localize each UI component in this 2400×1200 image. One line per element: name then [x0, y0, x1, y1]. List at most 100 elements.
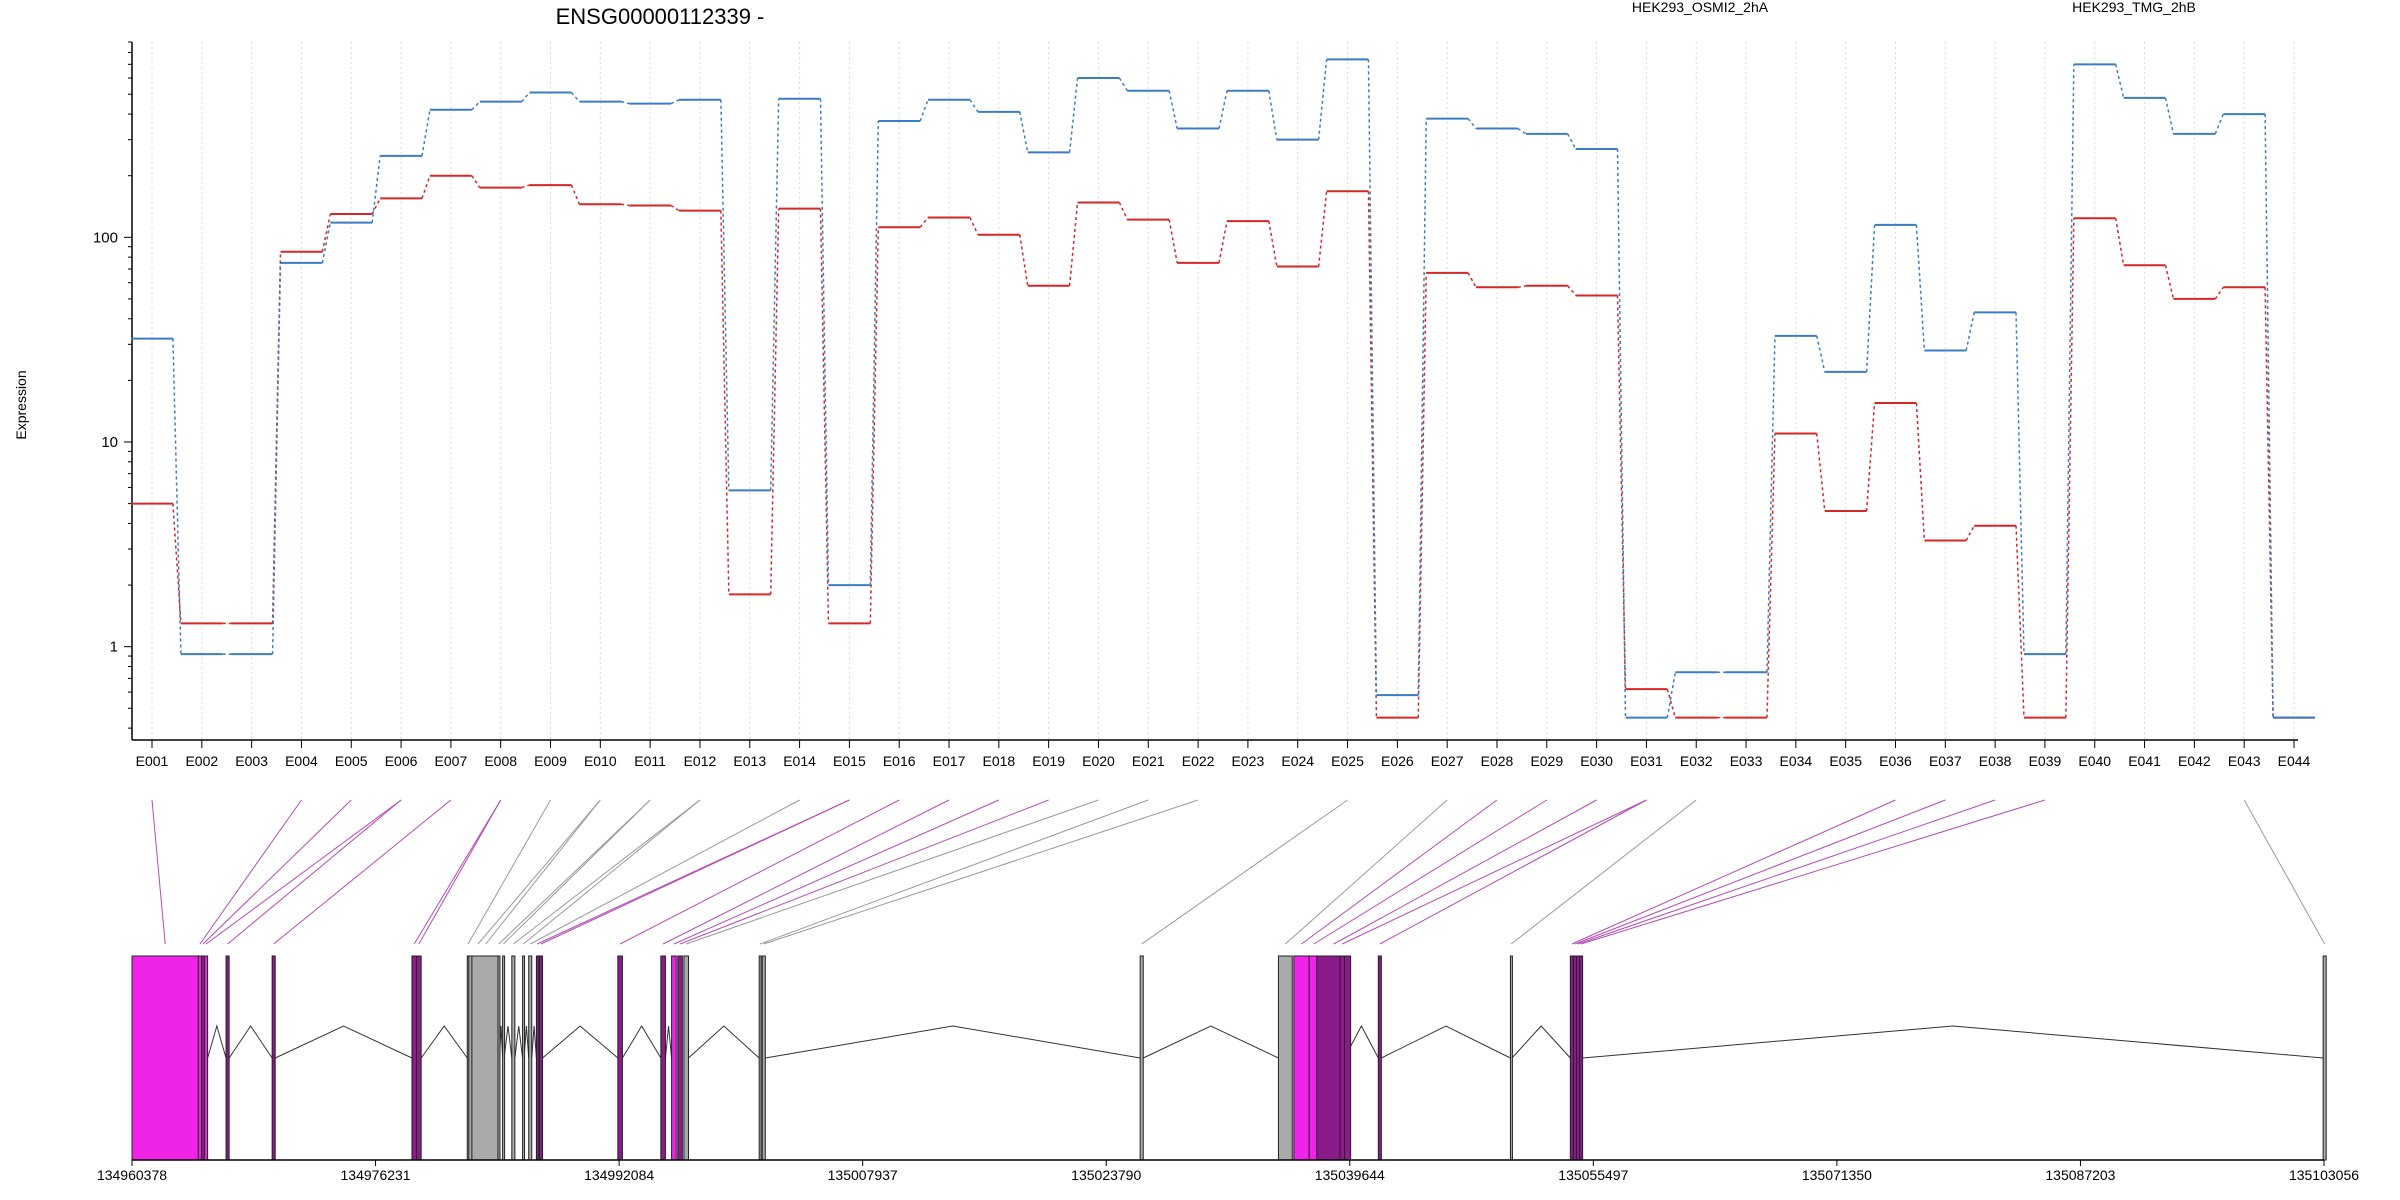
series-connector	[371, 198, 381, 215]
x-tick-label: E043	[2228, 753, 2261, 769]
series-connector	[1218, 220, 1228, 264]
series-connector	[471, 101, 481, 111]
x-tick-label: E032	[1680, 753, 1713, 769]
connector-line	[2243, 799, 2326, 945]
connector-line	[151, 799, 166, 945]
exon-block	[1579, 955, 1584, 1161]
series-connector	[1965, 525, 1975, 541]
x-tick-label: E014	[783, 753, 816, 769]
series-connector	[321, 213, 332, 252]
series-connector	[1865, 224, 1876, 372]
connector-line	[205, 799, 402, 945]
coord-tick-label: 134992084	[584, 1167, 654, 1183]
series-connector	[1766, 433, 1776, 718]
x-tick-label: E042	[2178, 753, 2211, 769]
series-connector	[1467, 272, 1477, 288]
connector-line	[503, 799, 651, 945]
series-connector	[1218, 90, 1228, 129]
connector-line	[1285, 799, 1448, 945]
series-connector	[1019, 234, 1029, 286]
x-tick-label: E009	[534, 753, 567, 769]
y-tick-label: 1	[110, 639, 118, 656]
series-connector	[969, 99, 979, 113]
series-connector	[919, 217, 929, 228]
legend-entry-series-2: HEK293_TMG_2hB	[2072, 0, 2196, 15]
series-connector	[670, 99, 680, 105]
exon-block	[683, 955, 689, 1161]
x-tick-label: E026	[1381, 753, 1414, 769]
intron-line	[514, 1025, 524, 1059]
intron-line	[228, 1025, 273, 1059]
series-connector	[919, 99, 929, 122]
exon-block	[617, 955, 623, 1161]
exon-block	[758, 955, 762, 1161]
connector-line	[1510, 799, 1697, 945]
series-connector	[1019, 111, 1029, 153]
exon-block	[271, 955, 276, 1161]
connector-line	[673, 799, 1000, 945]
exon-grid-lines	[151, 42, 2295, 740]
series-connector	[720, 210, 730, 595]
series-connector	[1816, 335, 1826, 373]
series-connector	[2065, 218, 2075, 718]
x-tick-label: E024	[1281, 753, 1314, 769]
series-connector	[521, 184, 530, 189]
series-connector	[1567, 133, 1577, 150]
x-tick-label: E021	[1132, 753, 1165, 769]
x-tick-label: E023	[1232, 753, 1265, 769]
series-connector	[1068, 77, 1079, 153]
intron-line	[207, 1024, 227, 1059]
series-connector	[1666, 688, 1677, 718]
connector-line	[485, 799, 601, 945]
series-connector	[1517, 285, 1527, 289]
x-tick-label: E013	[733, 753, 766, 769]
x-tick-label: E033	[1730, 753, 1763, 769]
x-tick-label: E031	[1630, 753, 1663, 769]
connector-line	[1571, 799, 1896, 945]
exon-block	[1139, 955, 1144, 1161]
x-tick-label: E029	[1530, 753, 1563, 769]
exon-block	[416, 955, 422, 1161]
series-connector	[321, 222, 332, 264]
series-lines	[131, 58, 2315, 719]
intron-line	[621, 1025, 662, 1059]
exon-block	[131, 955, 199, 1161]
connector-line	[763, 799, 1199, 945]
series-connector	[1467, 118, 1477, 130]
series-connector	[869, 121, 880, 586]
coord-tick-label: 135087203	[2045, 1167, 2115, 1183]
connector-line	[413, 799, 502, 945]
series-connector	[2065, 64, 2075, 655]
series-connector	[570, 184, 581, 205]
connector-line	[273, 799, 452, 945]
series-connector	[1766, 335, 1776, 673]
x-tick-label: E002	[185, 753, 218, 769]
exon-block	[497, 955, 501, 1161]
series-connector	[2114, 64, 2125, 99]
series-connector	[869, 227, 880, 624]
series-connector	[1168, 90, 1178, 129]
intron-line	[503, 1025, 513, 1059]
series-connector	[1367, 191, 1378, 718]
exon-block	[761, 955, 766, 1161]
series-connector	[1168, 219, 1178, 264]
series-group	[131, 58, 2315, 719]
series-connector	[2015, 525, 2025, 718]
exon-block	[2322, 955, 2327, 1161]
x-tick-label: E035	[1829, 753, 1862, 769]
intron-line	[1511, 1025, 1571, 1059]
series-connector	[621, 203, 630, 207]
x-tick-label: E019	[1032, 753, 1065, 769]
connector-line	[498, 799, 651, 945]
connector-line	[227, 799, 402, 945]
intron-line	[531, 1025, 537, 1059]
connector-line	[1577, 799, 1996, 945]
connector-line	[686, 799, 1099, 945]
intron-line	[1381, 1025, 1511, 1059]
gene-model	[131, 955, 2327, 1161]
coord-tick-label: 134960378	[97, 1167, 167, 1183]
connector-line	[530, 799, 800, 945]
exon-block	[204, 955, 209, 1161]
x-tick-label: E038	[1979, 753, 2012, 769]
series-group	[131, 174, 2315, 719]
